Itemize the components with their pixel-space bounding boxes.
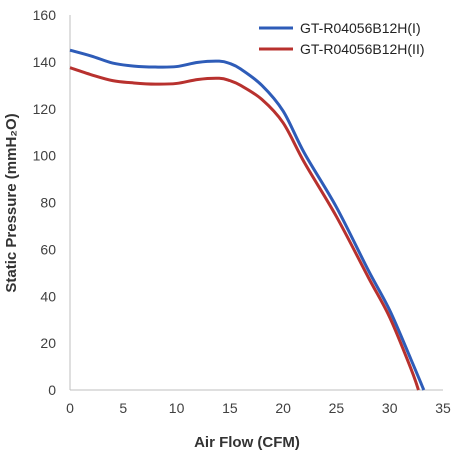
x-tick-label: 35 <box>435 400 451 416</box>
series-line-2 <box>69 66 420 391</box>
y-tick-label: 120 <box>33 101 57 117</box>
legend-label-1: GT-R04056B12H(I) <box>300 20 421 36</box>
y-tick-label: 160 <box>33 7 57 23</box>
y-tick-label: 60 <box>40 241 56 257</box>
series-lines <box>69 48 426 391</box>
legend-label-2: GT-R04056B12H(II) <box>300 41 425 57</box>
x-tick-label: 25 <box>329 400 345 416</box>
series-line-1 <box>69 48 426 391</box>
x-tick-label: 5 <box>119 400 127 416</box>
y-tick-label: 20 <box>40 335 56 351</box>
y-tick-label: 80 <box>40 195 56 211</box>
x-tick-label: 30 <box>382 400 398 416</box>
axes <box>69 15 443 391</box>
x-tick-label: 0 <box>66 400 74 416</box>
x-tick-label: 15 <box>222 400 238 416</box>
x-tick-label: 10 <box>169 400 185 416</box>
tick-labels: 0 5 10 15 20 25 30 35 0 20 40 60 80 100 120 140 160 <box>33 7 451 416</box>
x-axis-title: Air Flow (CFM) <box>194 434 300 451</box>
legend: GT-R04056B12H(I) GT-R04056B12H(II) <box>259 20 425 57</box>
y-tick-label: 0 <box>48 382 56 398</box>
x-tick-label: 20 <box>275 400 291 416</box>
y-tick-label: 140 <box>33 54 57 70</box>
y-tick-label: 100 <box>33 148 57 164</box>
y-axis-title: Static Pressure (mmH₂O) <box>3 113 20 292</box>
y-tick-label: 40 <box>40 288 56 304</box>
